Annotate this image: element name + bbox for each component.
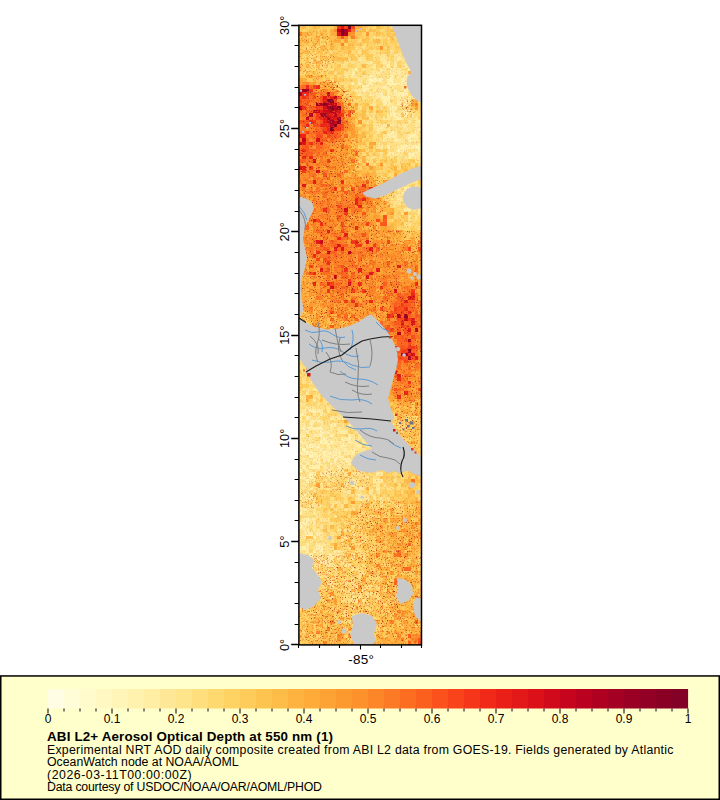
svg-text:1: 1: [685, 712, 692, 726]
svg-text:0.3: 0.3: [232, 712, 249, 726]
svg-text:0.7: 0.7: [488, 712, 505, 726]
svg-text:30°: 30°: [277, 16, 292, 35]
svg-text:0: 0: [45, 712, 52, 726]
svg-text:0.6: 0.6: [424, 712, 441, 726]
svg-text:0.4: 0.4: [296, 712, 313, 726]
svg-text:-85°: -85°: [348, 652, 374, 667]
svg-text:ABI L2+ Aerosol Optical Depth: ABI L2+ Aerosol Optical Depth at 550 nm …: [47, 729, 333, 744]
svg-text:0.8: 0.8: [552, 712, 569, 726]
svg-text:0.5: 0.5: [360, 712, 377, 726]
svg-text:10°: 10°: [277, 429, 292, 448]
svg-text:0°: 0°: [277, 639, 292, 651]
svg-text:0.2: 0.2: [168, 712, 185, 726]
svg-text:0.9: 0.9: [616, 712, 633, 726]
svg-text:20°: 20°: [277, 222, 292, 241]
svg-text:0.1: 0.1: [104, 712, 121, 726]
svg-text:25°: 25°: [277, 119, 292, 138]
svg-text:5°: 5°: [277, 535, 292, 547]
svg-text:Data courtesy of USDOC/NOAA/OA: Data courtesy of USDOC/NOAA/OAR/AOML/PHO…: [47, 780, 322, 794]
svg-text:15°: 15°: [277, 325, 292, 344]
